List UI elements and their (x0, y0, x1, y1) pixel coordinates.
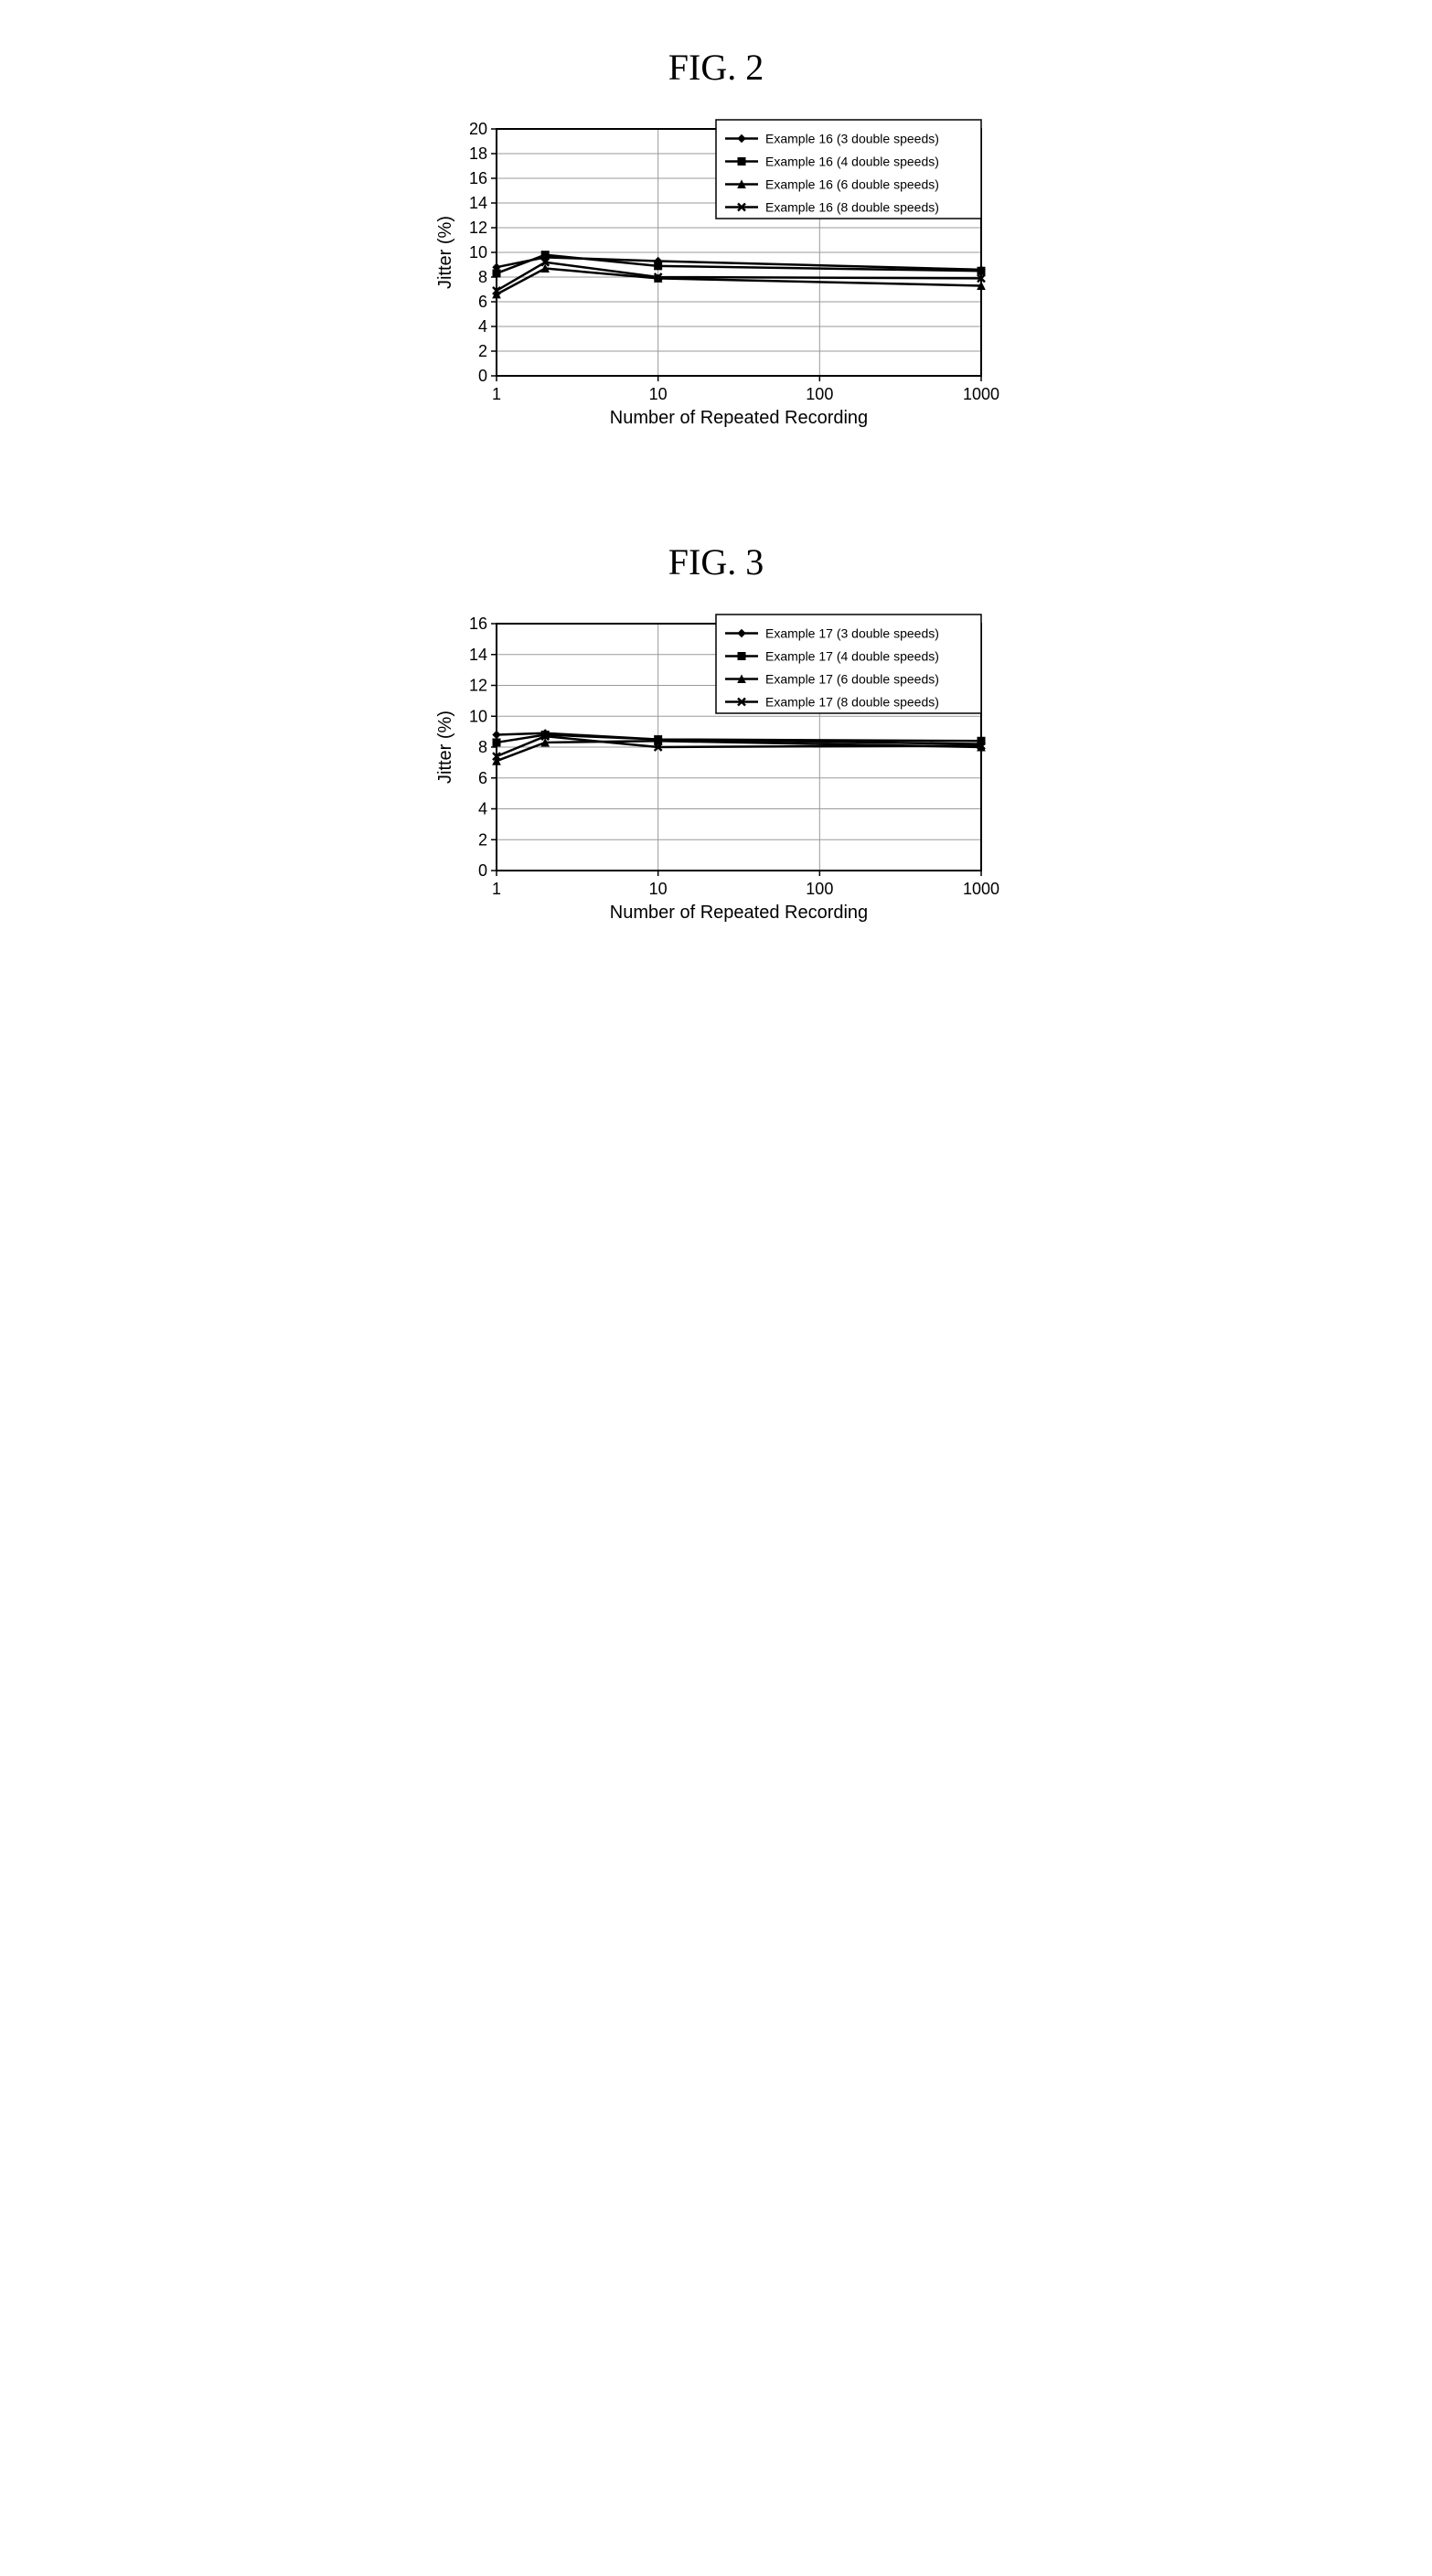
y-axis-label: Jitter (%) (435, 216, 455, 289)
y-tick-label: 12 (469, 219, 487, 237)
y-tick-label: 8 (478, 268, 487, 286)
legend-label: Example 17 (3 double speeds) (765, 626, 939, 641)
chart-fig2: 0 2 4 6 8 10 12 14 16 18 20 1 10 100 1000 Number of Rep… (433, 111, 999, 476)
x-axis-label: Number of Repeated Recording (610, 903, 868, 923)
y-tick-label: 2 (478, 342, 487, 360)
legend-label: Example 17 (8 double speeds) (765, 695, 939, 710)
y-tick-label: 18 (469, 144, 487, 163)
y-tick-label: 2 (478, 830, 487, 849)
y-tick-label: 16 (469, 169, 487, 187)
x-tick-label: 100 (806, 385, 833, 403)
y-tick-label: 0 (478, 367, 487, 385)
y-tick-label: 20 (469, 120, 487, 138)
x-axis-label: Number of Repeated Recording (610, 408, 868, 428)
y-tick-label: 4 (478, 800, 487, 818)
y-tick-label: 0 (478, 861, 487, 880)
y-tick-label: 6 (478, 293, 487, 311)
x-tick-label: 1 (492, 385, 501, 403)
y-tick-label: 10 (469, 707, 487, 725)
figure-title-3: FIG. 3 (387, 540, 1045, 583)
x-tick-label: 10 (649, 880, 668, 898)
y-axis-label: Jitter (%) (435, 711, 455, 784)
chart-fig3: 0 2 4 6 8 10 12 14 16 1 10 100 1000 Number of Repeate… (433, 605, 999, 971)
figure-title-2: FIG. 2 (387, 46, 1045, 89)
legend-label: Example 16 (3 double speeds) (765, 132, 939, 146)
legend-label: Example 17 (6 double speeds) (765, 672, 939, 687)
y-tick-label: 14 (469, 646, 487, 664)
legend-label: Example 17 (4 double speeds) (765, 649, 939, 664)
y-tick-label: 8 (478, 738, 487, 756)
chart-svg: 0 2 4 6 8 10 12 14 16 18 20 1 10 100 1000 Number of Rep… (433, 111, 999, 476)
legend-label: Example 16 (8 double speeds) (765, 200, 939, 215)
y-tick-label: 14 (469, 194, 487, 212)
y-tick-label: 12 (469, 677, 487, 695)
x-tick-label: 100 (806, 880, 833, 898)
page: FIG. 2 024681012141618201101001000Number… (387, 46, 1045, 971)
x-tick-label: 1000 (963, 880, 999, 898)
y-tick-label: 10 (469, 243, 487, 262)
x-tick-label: 1000 (963, 385, 999, 403)
y-tick-label: 6 (478, 769, 487, 787)
chart-svg: 0 2 4 6 8 10 12 14 16 1 10 100 1000 Number of Repeate… (433, 605, 999, 971)
legend-label: Example 16 (4 double speeds) (765, 155, 939, 169)
legend-label: Example 16 (6 double speeds) (765, 177, 939, 192)
y-tick-label: 16 (469, 615, 487, 633)
x-tick-label: 1 (492, 880, 501, 898)
y-tick-label: 4 (478, 317, 487, 336)
x-tick-label: 10 (649, 385, 668, 403)
